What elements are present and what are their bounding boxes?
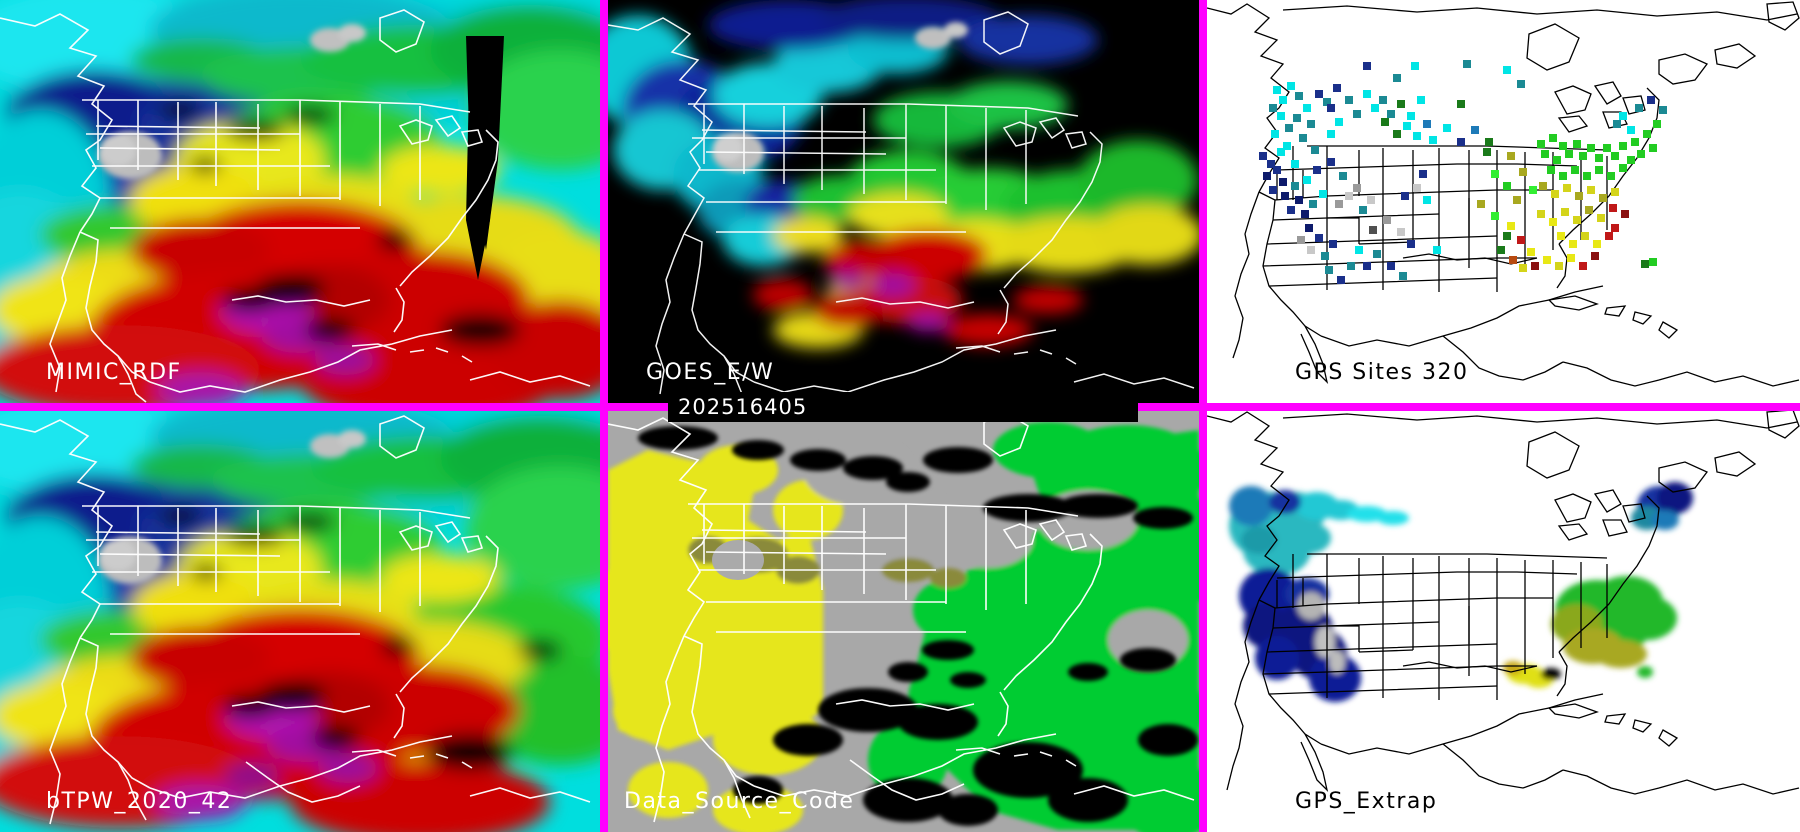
gps-extrap-map	[1207, 410, 1800, 832]
data-source-code-raster	[608, 410, 1199, 832]
gps-sites-map	[1207, 0, 1800, 403]
panel-mimic-rdf[interactable]: MIMIC_RDF	[0, 0, 600, 403]
divider-vertical-top-right	[1199, 0, 1207, 403]
divider-vertical-bottom-left	[600, 410, 608, 832]
panel-btpw[interactable]: bTPW_2020_42	[0, 410, 600, 832]
timestamp-text: 202516405	[678, 395, 808, 419]
btpw-raster	[0, 410, 600, 832]
panel-data-source-code[interactable]: Data_Source_Code	[608, 410, 1199, 832]
divider-vertical-bottom-right	[1199, 410, 1207, 832]
panel-gps-sites[interactable]: GPS Sites 320	[1207, 0, 1800, 403]
gps-site-markers	[1259, 60, 1667, 284]
mimic-rdf-raster	[0, 0, 600, 403]
panel-goes-ew[interactable]: GOES_E/W	[608, 0, 1199, 403]
divider-vertical-top-left	[600, 0, 608, 403]
timestamp-strip: 202516405	[668, 392, 1138, 422]
panel-gps-extrap[interactable]: GPS_Extrap	[1207, 410, 1800, 832]
goes-ew-raster	[608, 0, 1199, 403]
